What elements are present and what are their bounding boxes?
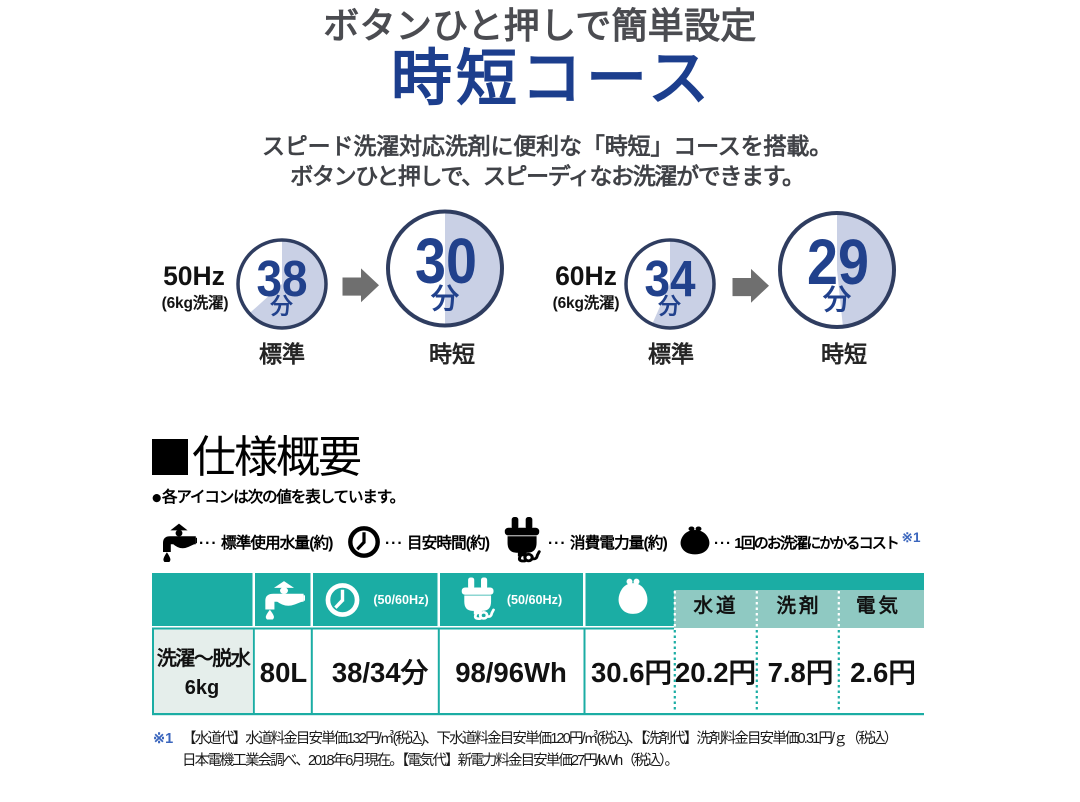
svg-text:(50/60Hz): (50/60Hz) bbox=[507, 593, 562, 607]
svg-text:(50/60Hz): (50/60Hz) bbox=[373, 593, 428, 607]
